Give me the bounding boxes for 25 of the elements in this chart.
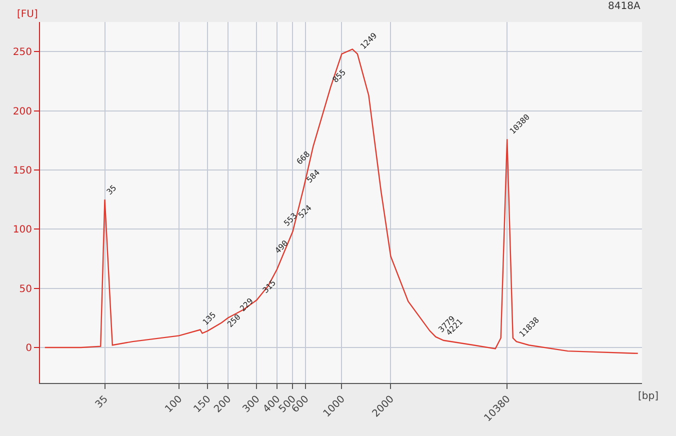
annotation: 584 <box>304 168 322 185</box>
annotation: 524 <box>296 203 314 220</box>
text: 8418A <box>608 1 640 12</box>
x-tick-label: 35 <box>94 394 110 411</box>
annotation: 855 <box>330 68 348 84</box>
annotation: 668 <box>295 150 312 166</box>
annotation: 250 <box>226 312 242 330</box>
y-tick-label: 200 <box>12 106 32 118</box>
annotation: 490 <box>273 238 290 256</box>
annotation: 229 <box>238 296 256 314</box>
x-axis-title: [bp] <box>638 391 659 402</box>
y-tick-label: 250 <box>12 47 32 58</box>
x-tick-label: 100 <box>163 394 185 416</box>
annotation: 315 <box>261 278 278 295</box>
x-tick-label: 150 <box>192 394 214 416</box>
y-tick-label: 50 <box>19 284 32 295</box>
annotation: 135 <box>201 310 218 327</box>
y-tick-label: 0 <box>26 342 32 354</box>
x-tick-label: 200 <box>212 394 234 416</box>
y-tick-label: 150 <box>12 165 32 176</box>
y-tick-label: 100 <box>12 224 32 236</box>
annotation: 553 <box>282 211 299 228</box>
annotation: 35 <box>105 183 118 197</box>
x-tick-label: 300 <box>240 394 262 416</box>
y-axis-title: [FU] <box>17 9 38 20</box>
